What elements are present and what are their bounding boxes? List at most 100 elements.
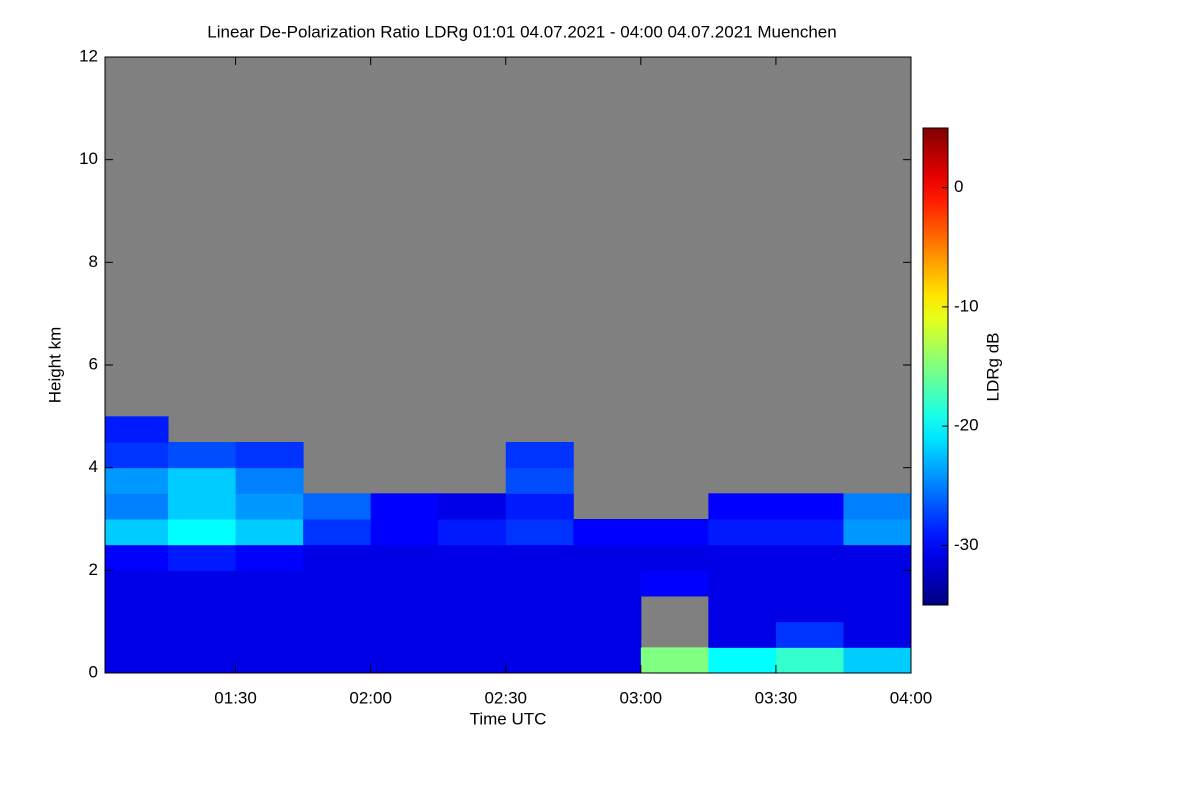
heatmap-cell	[235, 570, 304, 597]
heatmap-cell	[505, 467, 574, 494]
x-tick-label: 01:30	[214, 688, 257, 707]
heatmap-cell	[303, 493, 372, 520]
colorbar-label: LDRg dB	[983, 333, 1002, 402]
x-tick-label: 03:00	[620, 688, 663, 707]
heatmap-cell	[235, 621, 304, 648]
heatmap-cell	[303, 596, 372, 623]
heatmap-cell	[105, 416, 169, 443]
y-tick-label: 0	[89, 662, 98, 681]
heatmap-cell	[235, 647, 304, 674]
heatmap-cell	[505, 621, 574, 648]
heatmap-cell	[370, 519, 439, 546]
heatmap-cell	[843, 596, 912, 623]
heatmap-cell	[505, 544, 574, 571]
heatmap-cell	[168, 467, 237, 494]
heatmap-cell	[235, 493, 304, 520]
heatmap-cell	[235, 544, 304, 571]
y-tick-label: 10	[79, 149, 98, 168]
heatmap-cell	[640, 647, 709, 674]
heatmap-cell	[370, 570, 439, 597]
heatmap-cell	[505, 493, 574, 520]
colorbar-tick-label: -10	[954, 296, 979, 315]
heatmap-cell	[708, 544, 777, 571]
heatmap-cell	[303, 544, 372, 571]
heatmap-cell	[640, 519, 709, 546]
heatmap-cell	[573, 596, 642, 623]
heatmap-cell	[438, 570, 507, 597]
heatmap-cell	[843, 621, 912, 648]
heatmap-cell	[438, 519, 507, 546]
heatmap-cell	[775, 493, 844, 520]
heatmap-cell	[505, 596, 574, 623]
heatmap-cell	[438, 621, 507, 648]
heatmap-cell	[708, 493, 777, 520]
heatmap-cell	[573, 519, 642, 546]
heatmap-cell	[843, 519, 912, 546]
heatmap-cell	[708, 596, 777, 623]
y-axis-label: Height km	[45, 327, 64, 404]
heatmap-cell	[708, 570, 777, 597]
heatmap-cell	[843, 493, 912, 520]
heatmap-cell	[775, 519, 844, 546]
heatmap-cell	[370, 544, 439, 571]
y-tick-label: 4	[89, 457, 98, 476]
heatmap-cell	[235, 596, 304, 623]
heatmap-cell	[105, 570, 169, 597]
heatmap-cell	[708, 621, 777, 648]
heatmap-cell	[105, 467, 169, 494]
y-tick-label: 6	[89, 354, 98, 373]
heatmap-cell	[573, 621, 642, 648]
heatmap-cell	[775, 647, 844, 674]
heatmap-cell	[235, 519, 304, 546]
heatmap-cell	[438, 544, 507, 571]
heatmap-cell	[370, 493, 439, 520]
heatmap-cell	[235, 467, 304, 494]
x-axis-label: Time UTC	[470, 709, 547, 728]
colorbar-tick-label: 0	[954, 177, 963, 196]
heatmap-cell	[370, 596, 439, 623]
heatmap-cell	[438, 493, 507, 520]
heatmap-cell	[775, 621, 844, 648]
heatmap-cell	[370, 647, 439, 674]
heatmap-cell	[105, 519, 169, 546]
heatmap-cell	[105, 544, 169, 571]
heatmap-cell	[573, 570, 642, 597]
heatmap-cell	[303, 647, 372, 674]
heatmap-cell	[168, 519, 237, 546]
heatmap-cell	[105, 647, 169, 674]
colorbar	[922, 127, 949, 606]
heatmap-cell	[303, 621, 372, 648]
heatmap-cell	[438, 596, 507, 623]
heatmap-cell	[775, 570, 844, 597]
heatmap-cell	[105, 442, 169, 469]
heatmap-cell	[168, 570, 237, 597]
heatmap-cell	[168, 621, 237, 648]
heatmap-cell	[775, 596, 844, 623]
heatmap-cell	[168, 647, 237, 674]
y-tick-label: 12	[79, 46, 98, 65]
heatmap-cell	[708, 519, 777, 546]
chart-title: Linear De-Polarization Ratio LDRg 01:01 …	[207, 22, 836, 41]
heatmap-cell	[505, 647, 574, 674]
heatmap-cell	[640, 570, 709, 597]
heatmap-cell	[105, 493, 169, 520]
heatmap-cell	[303, 570, 372, 597]
heatmap-cell	[168, 544, 237, 571]
x-tick-label: 04:00	[890, 688, 933, 707]
heatmap-cell	[843, 570, 912, 597]
colorbar-tick-label: -20	[954, 416, 979, 435]
x-tick-label: 03:30	[755, 688, 798, 707]
heatmap-cell	[640, 544, 709, 571]
y-tick-label: 8	[89, 252, 98, 271]
heatmap-cell	[105, 596, 169, 623]
heatmap-cell	[105, 621, 169, 648]
heatmap-cell	[168, 442, 237, 469]
heatmap-cell	[573, 647, 642, 674]
colorbar-tick-label: -30	[954, 535, 979, 554]
x-tick-label: 02:30	[484, 688, 527, 707]
heatmap-cell	[168, 493, 237, 520]
heatmap-cell	[775, 544, 844, 571]
heatmap-cell	[573, 544, 642, 571]
heatmap-cell	[505, 570, 574, 597]
